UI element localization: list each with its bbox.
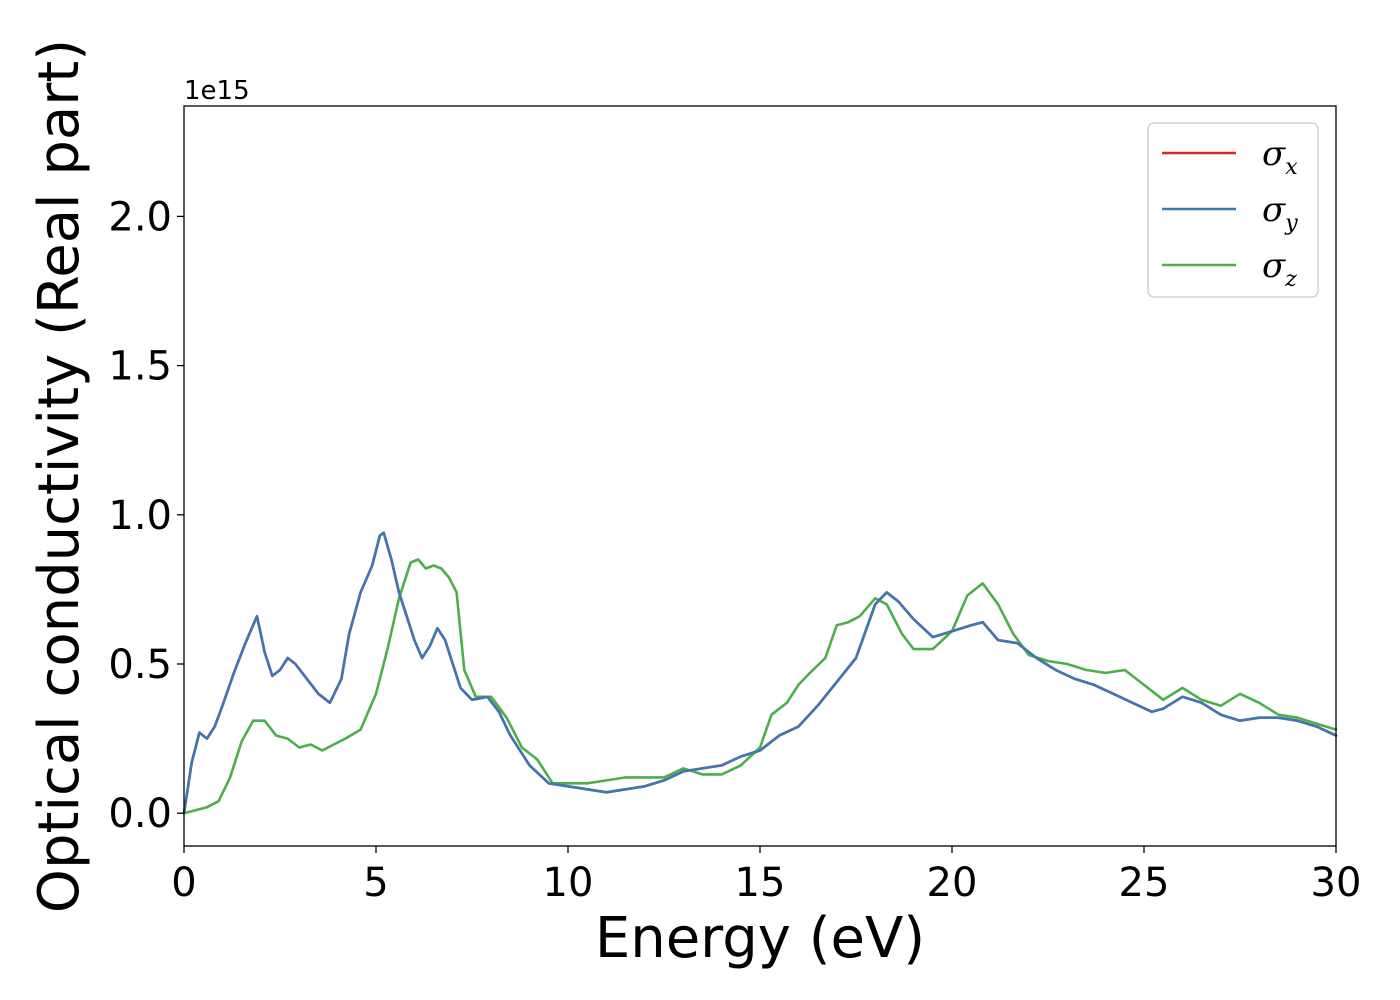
legend-label-x: σx [1262,134,1298,180]
y-axis-title: Optical conductivity (Real part) [27,39,92,913]
x-tick-label: 30 [1311,860,1362,906]
x-tick-label: 10 [543,860,594,906]
y-axis: 0.0 0.5 1.0 1.5 2.0 [108,194,184,837]
y-tick-label: 2.0 [108,194,172,240]
x-tick-label: 25 [1119,860,1170,906]
series-line-z [182,558,1338,815]
x-axis-title: Energy (eV) [595,906,925,971]
series-line-y [182,531,1338,815]
y-tick-label: 0.0 [108,791,172,837]
series-layer [182,531,1338,815]
x-tick-label: 0 [171,860,196,906]
x-tick-label: 20 [927,860,978,906]
legend-label-z: σz [1262,246,1297,292]
y-offset-label: 1e15 [184,76,250,106]
x-tick-label: 5 [363,860,388,906]
y-tick-label: 1.5 [108,344,172,390]
x-tick-label: 15 [735,860,786,906]
x-axis: 0 5 10 15 20 25 30 [171,846,1361,906]
y-tick-label: 0.5 [108,642,172,688]
legend: σx σy σz [1147,122,1319,298]
legend-label-y: σy [1262,190,1298,236]
y-tick-label: 1.0 [108,493,172,539]
